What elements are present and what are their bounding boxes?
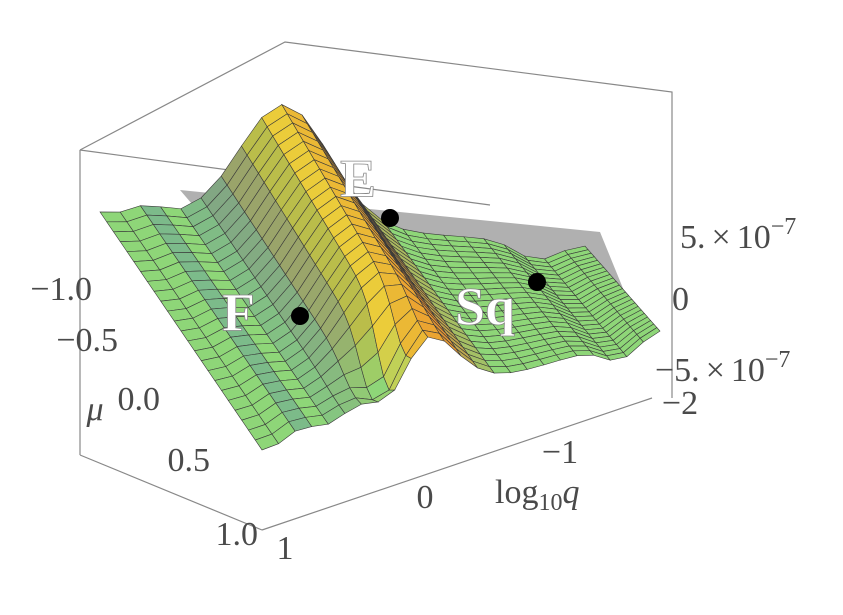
mu-axis-label: μ xyxy=(85,391,103,428)
z-tick-label: −5. × 10−7 xyxy=(655,347,790,389)
label-part: log xyxy=(495,474,538,511)
mu-tick-label: 0.0 xyxy=(118,381,161,418)
point-label: Sq xyxy=(455,276,515,336)
label-part: 10 xyxy=(737,219,771,256)
box-edge xyxy=(261,397,653,531)
label-part: −7 xyxy=(771,214,797,240)
point-marker xyxy=(381,209,399,227)
mu-tick-label: 1.0 xyxy=(216,516,259,553)
surface-patch xyxy=(639,327,661,343)
surface xyxy=(99,103,661,451)
logq-tick-label: −1 xyxy=(542,434,578,471)
label-part: 10 xyxy=(731,352,765,389)
point-marker xyxy=(291,307,309,325)
logq-axis-label: log10q xyxy=(495,474,579,516)
z-axis: 5. × 10−7 0 −5. × 10−7 xyxy=(655,214,796,389)
point-label: F xyxy=(222,282,255,342)
label-part: 10 xyxy=(538,490,562,516)
logq-tick-label: −2 xyxy=(662,385,698,422)
points: E F Sq xyxy=(222,148,546,343)
label-part: 0 xyxy=(672,281,689,318)
mu-tick-label: 0.5 xyxy=(168,442,211,479)
logq-tick-label: 0 xyxy=(417,479,434,516)
z-tick-label: 0 xyxy=(672,281,689,318)
logq-tick-label: 1 xyxy=(277,530,294,567)
z-tick-label: 5. × 10−7 xyxy=(680,214,796,256)
logq-axis: 1 0 −1 −2 log10q xyxy=(277,385,699,567)
mu-tick-label: −1.0 xyxy=(30,271,92,308)
label-part: q xyxy=(562,474,579,511)
mu-axis: −1.0 −0.5 0.0 μ 0.5 1.0 xyxy=(30,271,258,553)
label-part: −7 xyxy=(765,347,791,373)
mu-tick-label: −0.5 xyxy=(56,322,118,359)
box-edge xyxy=(79,454,263,531)
box-edge xyxy=(79,41,673,240)
label-part: × xyxy=(706,352,725,389)
label-part: 5. xyxy=(680,219,706,256)
point-marker xyxy=(528,273,546,291)
point-label: E xyxy=(340,148,376,208)
surface-patch xyxy=(563,303,587,309)
label-part: −5. xyxy=(655,352,700,389)
label-part: × xyxy=(712,219,731,256)
